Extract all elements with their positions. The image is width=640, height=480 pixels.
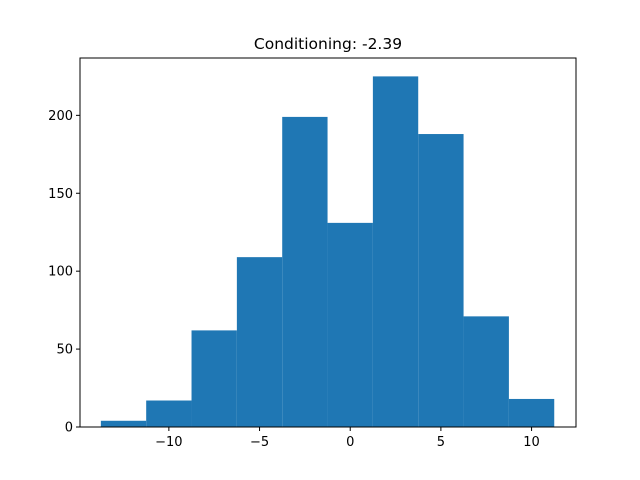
x-tick-label: −10 — [155, 435, 182, 450]
x-axis: −10 −5 0 5 10 — [155, 427, 540, 450]
y-tick-label: 200 — [48, 109, 73, 124]
histogram-bar-4 — [236, 257, 283, 427]
y-axis: 0 50 100 150 200 — [48, 109, 80, 436]
y-tick-label: 0 — [65, 421, 73, 436]
histogram-bar-1 — [100, 420, 147, 427]
x-tick-label: 5 — [437, 435, 445, 450]
bars-group — [100, 76, 555, 428]
x-tick-label: −5 — [250, 435, 269, 450]
x-tick-label: 10 — [523, 435, 540, 450]
histogram-bar-9 — [463, 316, 509, 427]
histogram-bar-10 — [508, 398, 555, 427]
histogram-bar-2 — [146, 400, 192, 427]
y-tick-label: 50 — [56, 343, 73, 358]
y-tick-label: 100 — [48, 265, 73, 280]
histogram-bar-5 — [282, 116, 328, 428]
histogram-bar-8 — [418, 134, 464, 428]
histogram-bar-6 — [327, 222, 373, 427]
x-tick-label: 0 — [346, 435, 354, 450]
chart-title: Conditioning: -2.39 — [254, 35, 402, 53]
histogram-bar-3 — [191, 330, 237, 427]
histogram-bar-7 — [372, 76, 419, 427]
plot-frame — [79, 57, 577, 428]
y-tick-label: 150 — [48, 187, 73, 202]
